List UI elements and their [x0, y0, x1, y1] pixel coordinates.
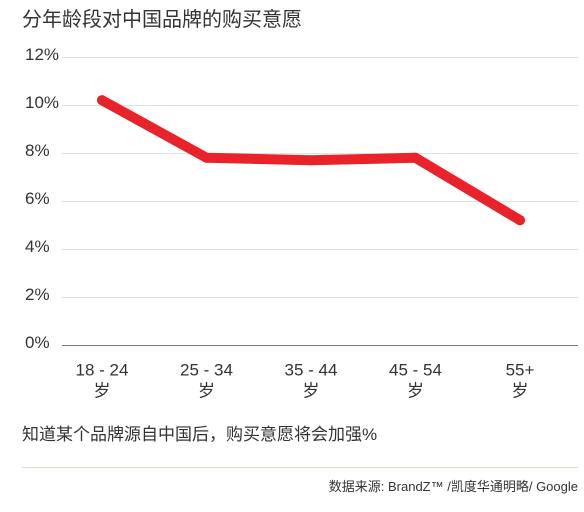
x-tick-label: 35 - 44	[285, 360, 338, 379]
data-point	[97, 95, 107, 106]
source-credit: 数据来源: BrandZ™ /凯度华通明略/ Google	[328, 479, 578, 494]
y-tick-label: 12%	[25, 45, 59, 64]
chart-note: 知道某个品牌源自中国后，购买意愿将会加强%	[22, 425, 378, 444]
y-tick-label: 0%	[25, 333, 50, 352]
x-tick-unit: 岁	[303, 381, 320, 400]
x-tick-unit: 岁	[94, 381, 111, 400]
x-tick-label: 25 - 34	[180, 360, 233, 379]
x-tick-label: 18 - 24	[76, 360, 129, 379]
y-tick-label: 6%	[25, 189, 50, 208]
x-tick-unit: 岁	[407, 381, 424, 400]
data-point	[515, 215, 525, 226]
y-tick-label: 4%	[25, 237, 50, 256]
y-tick-label: 2%	[25, 285, 50, 304]
divider-rule	[22, 467, 578, 468]
data-point	[410, 152, 421, 163]
x-tick-label: 55+	[506, 360, 535, 379]
y-tick-label: 8%	[25, 141, 50, 160]
x-tick-unit: 岁	[198, 381, 215, 400]
data-point	[201, 152, 212, 163]
chart-title: 分年龄段对中国品牌的购买意愿	[22, 9, 302, 31]
y-tick-label: 10%	[25, 93, 59, 112]
x-tick-label: 45 - 54	[389, 360, 442, 379]
data-point	[306, 155, 316, 166]
x-tick-unit: 岁	[512, 381, 529, 400]
line-chart: 0% 2% 4% 6% 8% 10% 12% 18 - 24 岁 25 - 34 岁 35 - 44 岁…	[25, 45, 578, 400]
